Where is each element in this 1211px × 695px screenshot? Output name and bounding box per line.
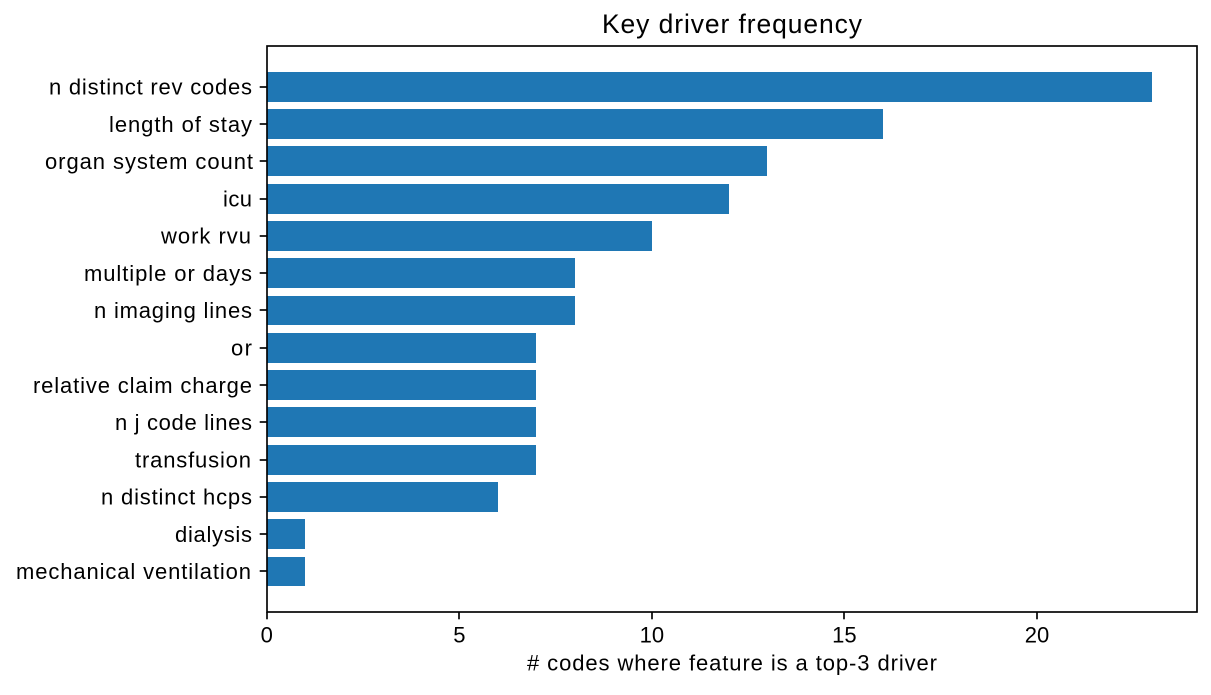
svg-text:work rvu: work rvu [160, 224, 251, 249]
svg-text:transfusion: transfusion [135, 447, 251, 472]
svg-text:5: 5 [453, 623, 465, 648]
svg-text:10: 10 [640, 623, 664, 648]
svg-text:mechanical ventilation: mechanical ventilation [16, 559, 251, 584]
svg-text:15: 15 [832, 623, 856, 648]
svg-text:organ system count: organ system count [45, 149, 253, 174]
svg-text:n distinct hcps: n distinct hcps [101, 485, 252, 510]
svg-text:icu: icu [223, 186, 252, 211]
svg-text:n imaging lines: n imaging lines [94, 298, 252, 323]
svg-text:multiple or days: multiple or days [84, 261, 252, 286]
svg-text:relative claim charge: relative claim charge [33, 373, 252, 398]
svg-text:dialysis: dialysis [175, 522, 252, 547]
svg-text:n j code lines: n j code lines [115, 410, 252, 435]
svg-text:# codes where feature is a top: # codes where feature is a top-3 driver [527, 651, 937, 676]
svg-text:or: or [231, 336, 252, 361]
svg-text:Key driver frequency: Key driver frequency [602, 9, 863, 39]
svg-text:20: 20 [1025, 623, 1049, 648]
svg-text:0: 0 [261, 623, 273, 648]
svg-text:length of stay: length of stay [109, 112, 252, 137]
svg-text:n distinct rev codes: n distinct rev codes [49, 75, 252, 100]
